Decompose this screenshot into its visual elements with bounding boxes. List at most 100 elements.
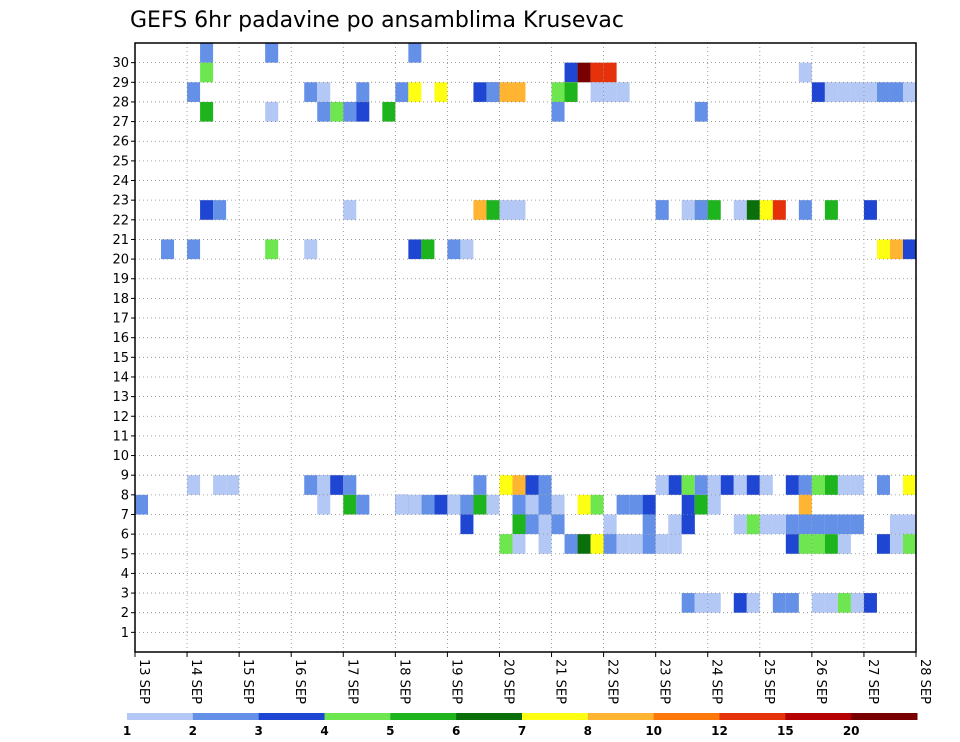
heatmap-cell xyxy=(200,200,214,220)
heatmap-cell xyxy=(200,101,214,122)
heatmap-cell xyxy=(863,200,877,220)
heatmap-cell xyxy=(317,101,331,122)
heatmap-cell xyxy=(707,593,721,613)
heatmap-cell xyxy=(824,82,838,102)
y-tick-label: 3 xyxy=(121,587,129,602)
heatmap-cell xyxy=(811,475,825,495)
heatmap-cell xyxy=(759,200,773,220)
heatmap-cell xyxy=(187,239,201,260)
heatmap-cell xyxy=(525,475,539,495)
heatmap-cell xyxy=(577,62,591,83)
heatmap-cell xyxy=(447,494,461,515)
x-tick-label: 26 SEP xyxy=(813,659,828,704)
y-tick-label: 30 xyxy=(112,56,129,71)
heatmap-cell xyxy=(746,475,760,495)
heatmap-cell xyxy=(356,82,370,102)
heatmap-cell xyxy=(785,593,799,613)
heatmap-cell xyxy=(551,494,565,515)
heatmap-cell xyxy=(902,475,916,495)
heatmap-cell xyxy=(889,82,903,102)
heatmap-cell xyxy=(590,62,604,83)
x-tick-label: 23 SEP xyxy=(657,659,672,704)
heatmap-cell xyxy=(850,514,864,535)
y-tick-label: 5 xyxy=(121,547,129,562)
heatmap-cell xyxy=(876,239,890,260)
x-tick-label: 19 SEP xyxy=(448,659,463,704)
y-tick-label: 17 xyxy=(112,312,129,327)
heatmap-cell xyxy=(512,534,526,554)
heatmap-cell xyxy=(265,239,279,260)
y-tick-label: 27 xyxy=(112,115,129,130)
heatmap-cell xyxy=(681,514,695,535)
y-tick-label: 14 xyxy=(112,370,129,385)
heatmap-cell xyxy=(187,82,201,102)
heatmap-cell xyxy=(668,514,682,535)
heatmap-cell xyxy=(733,514,747,535)
legend-label: 4 xyxy=(320,724,328,738)
heatmap-cell xyxy=(798,62,812,83)
heatmap-cell xyxy=(798,494,812,515)
heatmap-cell xyxy=(499,82,513,102)
heatmap-cell xyxy=(824,514,838,535)
legend-label: 5 xyxy=(386,724,394,738)
heatmap-cell xyxy=(512,82,526,102)
heatmap-cell xyxy=(564,534,578,554)
y-tick-label: 21 xyxy=(112,233,129,248)
legend-label: 7 xyxy=(518,724,526,738)
heatmap-cell xyxy=(408,239,422,260)
y-tick-label: 15 xyxy=(112,351,129,366)
heatmap-cell xyxy=(577,534,591,554)
heatmap-cell xyxy=(538,534,552,554)
legend-swatch xyxy=(456,713,523,720)
legend-swatch xyxy=(192,713,260,720)
heatmap-cell xyxy=(811,514,825,535)
x-tick-label: 22 SEP xyxy=(605,659,620,704)
heatmap-cell xyxy=(408,43,422,63)
y-tick-label: 1 xyxy=(121,626,129,641)
heatmap-cell xyxy=(473,475,487,495)
legend-swatch xyxy=(653,713,720,720)
heatmap-cell xyxy=(356,101,370,122)
heatmap-cell xyxy=(629,494,643,515)
x-tick-label: 17 SEP xyxy=(344,659,359,704)
heatmap-cell xyxy=(876,475,890,495)
legend-swatch xyxy=(522,713,589,720)
heatmap-cell xyxy=(603,534,617,554)
y-tick-label: 24 xyxy=(112,174,129,189)
x-tick-label: 21 SEP xyxy=(553,659,568,704)
x-tick-label: 24 SEP xyxy=(709,659,724,704)
heatmap-cell xyxy=(187,475,201,495)
heatmap-cell xyxy=(473,494,487,515)
heatmap-cell xyxy=(642,534,656,554)
y-tick-label: 10 xyxy=(112,449,129,464)
heatmap-cell xyxy=(798,200,812,220)
y-tick-label: 16 xyxy=(112,331,129,346)
heatmap-cell xyxy=(473,82,487,102)
heatmap-cell xyxy=(876,82,890,102)
heatmap-cell xyxy=(213,200,227,220)
heatmap-cell xyxy=(512,514,526,535)
heatmap-cell xyxy=(161,239,175,260)
heatmap-cell xyxy=(590,494,604,515)
heatmap-cell xyxy=(421,239,435,260)
heatmap-cell xyxy=(889,239,903,260)
legend-swatch xyxy=(785,713,852,720)
y-tick-label: 25 xyxy=(112,154,129,169)
y-tick-label: 8 xyxy=(121,488,129,503)
heatmap-cell xyxy=(200,43,214,63)
heatmap-cell xyxy=(538,514,552,535)
heatmap-cell xyxy=(629,534,643,554)
heatmap-cell xyxy=(850,82,864,102)
legend-label: 20 xyxy=(843,724,860,738)
x-tick-label: 13 SEP xyxy=(136,659,151,704)
heatmap-cell xyxy=(304,82,318,102)
x-tick-label: 18 SEP xyxy=(396,659,411,704)
heatmap-cell xyxy=(668,475,682,495)
heatmap-cell xyxy=(590,534,604,554)
x-tick-label: 15 SEP xyxy=(240,659,255,704)
heatmap-cell xyxy=(408,494,422,515)
heatmap-cell xyxy=(707,200,721,220)
legend-label: 15 xyxy=(777,724,794,738)
heatmap-cell xyxy=(525,514,539,535)
